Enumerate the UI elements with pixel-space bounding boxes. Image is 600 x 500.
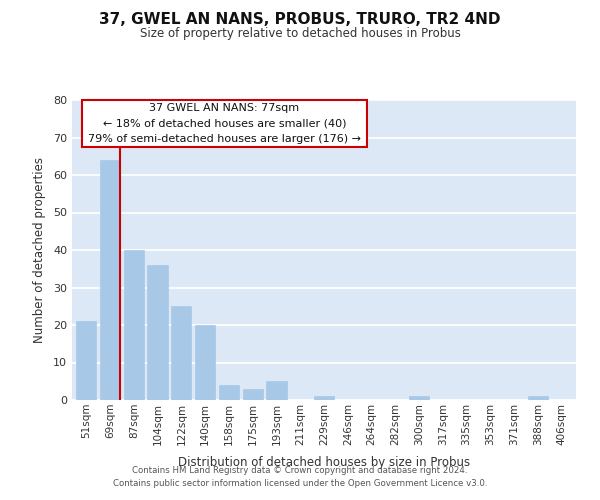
Bar xyxy=(242,389,263,400)
Bar xyxy=(148,265,167,400)
Bar xyxy=(266,381,287,400)
Bar xyxy=(409,396,429,400)
Bar xyxy=(171,306,191,400)
X-axis label: Distribution of detached houses by size in Probus: Distribution of detached houses by size … xyxy=(178,456,470,469)
FancyBboxPatch shape xyxy=(82,100,367,146)
Bar xyxy=(219,385,239,400)
Bar xyxy=(124,250,144,400)
Bar xyxy=(528,396,548,400)
Bar xyxy=(100,160,120,400)
Text: Size of property relative to detached houses in Probus: Size of property relative to detached ho… xyxy=(140,28,460,40)
Bar xyxy=(195,325,215,400)
Text: 37, GWEL AN NANS, PROBUS, TRURO, TR2 4ND: 37, GWEL AN NANS, PROBUS, TRURO, TR2 4ND xyxy=(99,12,501,28)
Bar xyxy=(76,322,97,400)
Text: Contains HM Land Registry data © Crown copyright and database right 2024.
Contai: Contains HM Land Registry data © Crown c… xyxy=(113,466,487,487)
Y-axis label: Number of detached properties: Number of detached properties xyxy=(33,157,46,343)
Text: 37 GWEL AN NANS: 77sqm
← 18% of detached houses are smaller (40)
79% of semi-det: 37 GWEL AN NANS: 77sqm ← 18% of detached… xyxy=(88,102,361,144)
Bar xyxy=(314,396,334,400)
